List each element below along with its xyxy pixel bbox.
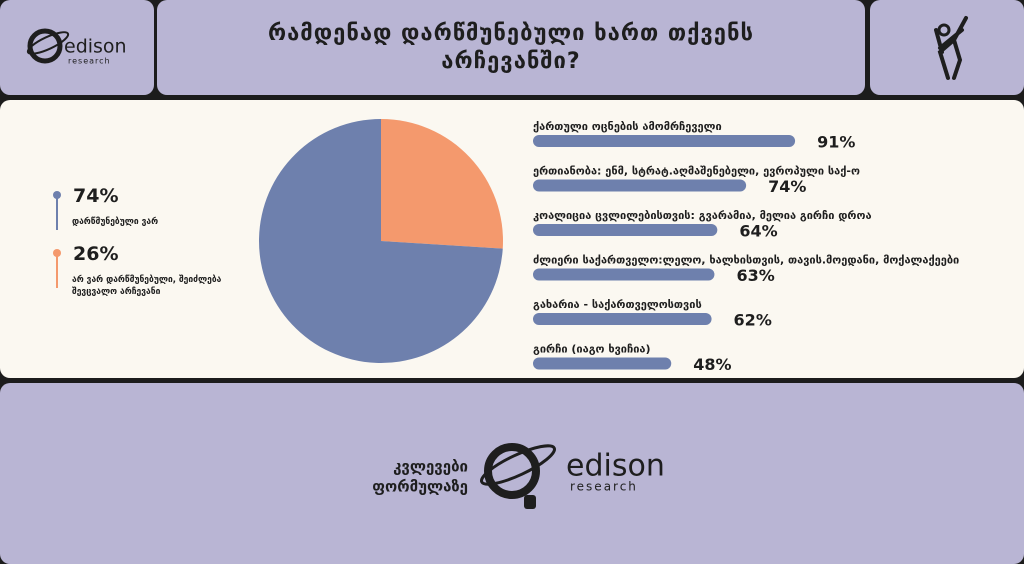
pie-slice [381, 119, 503, 249]
title-panel [157, 0, 865, 95]
logo-sub: research [68, 57, 111, 66]
footer: კვლევები ფორმულაზე edison research [372, 443, 665, 509]
legend-value: 26% [73, 243, 119, 265]
bar-label: ერთიანობა: ენმ, სტრატ.აღმაშენებელი, ევრო… [533, 165, 860, 178]
logo-word: edison [64, 36, 127, 58]
legend-dot [53, 191, 61, 199]
bar-value: 74% [768, 177, 806, 196]
bar [533, 268, 715, 281]
bar-value: 48% [693, 355, 731, 374]
bar-label: გირჩი (იაგო ხვიჩია) [533, 343, 651, 356]
bar-label: ძლიერი საქართველო:ლელო, ხალხისთვის, თავი… [533, 254, 959, 267]
bar-value: 91% [817, 133, 855, 152]
chart-panel [0, 100, 1024, 378]
legend-dot [53, 249, 61, 257]
legend-value: 74% [73, 185, 119, 207]
title: რამდენად დარწმუნებული ხართ თქვენს არჩევა… [267, 20, 755, 74]
tagline: ფორმულაზე [372, 478, 468, 496]
legend-label: დარწმუნებული ვარ [72, 217, 159, 227]
pie-slice [259, 119, 503, 363]
bar [533, 313, 712, 325]
bar [533, 357, 672, 370]
bar [533, 135, 796, 147]
icon [934, 16, 968, 80]
bar-label: ქართული ოცნების ამომრჩეველი [533, 120, 722, 133]
bar [533, 224, 718, 236]
footer-logo-sub: research [570, 480, 638, 494]
tagline: კვლევები [393, 458, 468, 476]
logo: edison research [26, 28, 127, 66]
bar-value: 64% [739, 222, 777, 241]
bar-label: გახარია - საქართველოსთვის [533, 298, 702, 311]
footer-panel: კვლევები ფორმულაზე edison research [0, 383, 1024, 564]
footer-logo-word: edison [566, 449, 665, 484]
logo-panel: edison research [0, 0, 154, 95]
bar [533, 179, 747, 192]
legend-label: არ ვარ დარწმუნებული, შეიძლება შევცვალო ა… [72, 275, 222, 297]
bar-value: 63% [736, 266, 774, 285]
bar-label: კოალიცია ცვლილებისთვის: გვარამია, მელია … [533, 209, 872, 222]
icon-panel [870, 0, 1024, 95]
bar-value: 62% [734, 311, 772, 330]
